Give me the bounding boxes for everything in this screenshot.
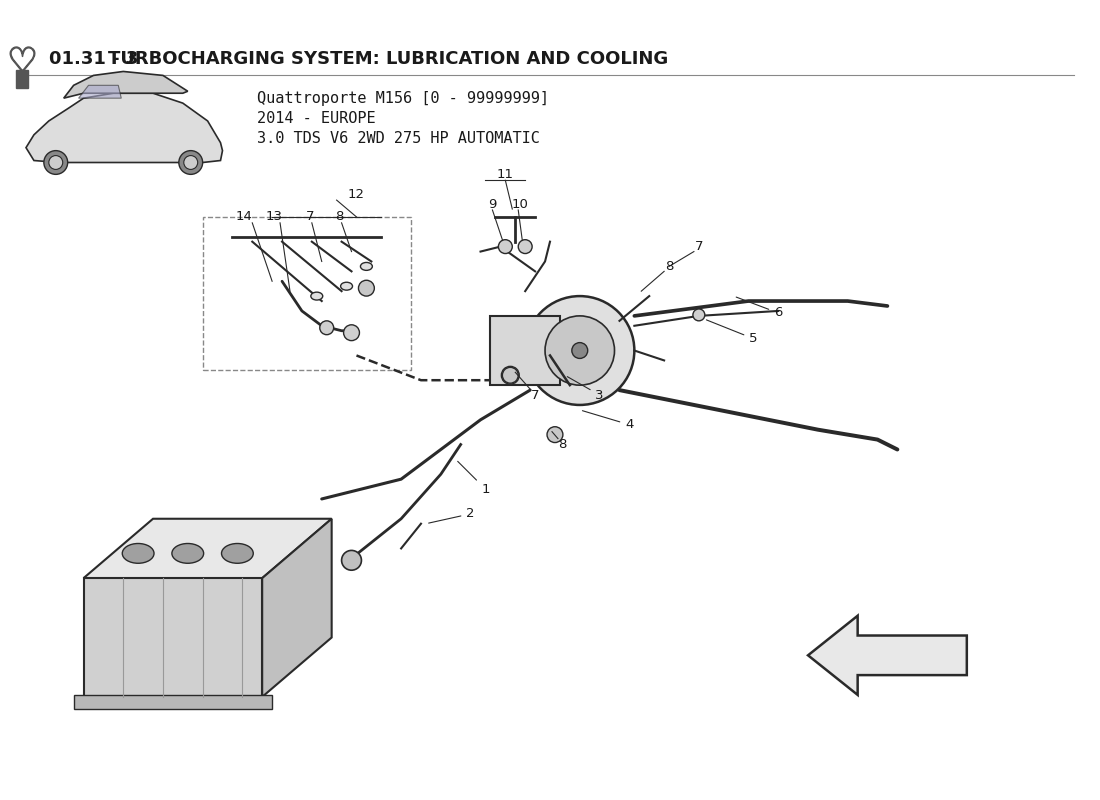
Text: 14: 14 xyxy=(235,210,253,223)
Text: 5: 5 xyxy=(706,320,758,345)
Text: 2014 - EUROPE: 2014 - EUROPE xyxy=(257,111,376,126)
Polygon shape xyxy=(84,578,262,697)
Circle shape xyxy=(572,342,587,358)
Text: 2: 2 xyxy=(429,507,475,523)
Ellipse shape xyxy=(341,282,352,290)
Circle shape xyxy=(179,150,202,174)
Text: 10: 10 xyxy=(512,198,529,210)
Circle shape xyxy=(693,309,705,321)
Text: 8: 8 xyxy=(558,438,566,451)
Circle shape xyxy=(498,240,513,254)
Text: 12: 12 xyxy=(348,188,365,201)
Text: 8: 8 xyxy=(336,210,344,223)
Polygon shape xyxy=(64,71,188,98)
Circle shape xyxy=(359,280,374,296)
Text: 7: 7 xyxy=(531,389,539,402)
Text: 3.0 TDS V6 2WD 275 HP AUTOMATIC: 3.0 TDS V6 2WD 275 HP AUTOMATIC xyxy=(257,131,540,146)
Circle shape xyxy=(518,240,532,254)
Text: 7: 7 xyxy=(694,240,703,253)
Circle shape xyxy=(184,155,198,170)
Circle shape xyxy=(320,321,333,334)
Polygon shape xyxy=(84,518,332,578)
Circle shape xyxy=(342,550,362,570)
Text: 7: 7 xyxy=(306,210,315,223)
Ellipse shape xyxy=(172,543,204,563)
Text: 9: 9 xyxy=(488,198,496,210)
Polygon shape xyxy=(78,86,121,98)
Polygon shape xyxy=(808,616,967,695)
Text: 1: 1 xyxy=(458,462,490,495)
Text: 11: 11 xyxy=(497,168,514,181)
Circle shape xyxy=(502,366,519,384)
Circle shape xyxy=(343,325,360,341)
Circle shape xyxy=(547,426,563,442)
Ellipse shape xyxy=(122,543,154,563)
Ellipse shape xyxy=(221,543,253,563)
Ellipse shape xyxy=(361,262,373,270)
Text: 01.31 - 3: 01.31 - 3 xyxy=(48,50,144,67)
Ellipse shape xyxy=(311,292,322,300)
Circle shape xyxy=(503,367,518,383)
Text: 8: 8 xyxy=(664,260,673,273)
Circle shape xyxy=(44,150,68,174)
Text: 4: 4 xyxy=(582,410,634,431)
Text: 13: 13 xyxy=(265,210,283,223)
Text: 3: 3 xyxy=(568,377,604,402)
Circle shape xyxy=(544,316,615,385)
Text: 6: 6 xyxy=(736,297,782,319)
Text: Quattroporte M156 [0 - 99999999]: Quattroporte M156 [0 - 99999999] xyxy=(257,91,549,106)
Circle shape xyxy=(48,155,63,170)
Polygon shape xyxy=(262,518,332,697)
Bar xyxy=(16,70,28,88)
Circle shape xyxy=(525,296,635,405)
Polygon shape xyxy=(74,695,272,709)
Text: TURBOCHARGING SYSTEM: LUBRICATION AND COOLING: TURBOCHARGING SYSTEM: LUBRICATION AND CO… xyxy=(109,50,669,67)
Bar xyxy=(202,217,411,370)
Polygon shape xyxy=(26,94,222,162)
Polygon shape xyxy=(491,316,560,385)
